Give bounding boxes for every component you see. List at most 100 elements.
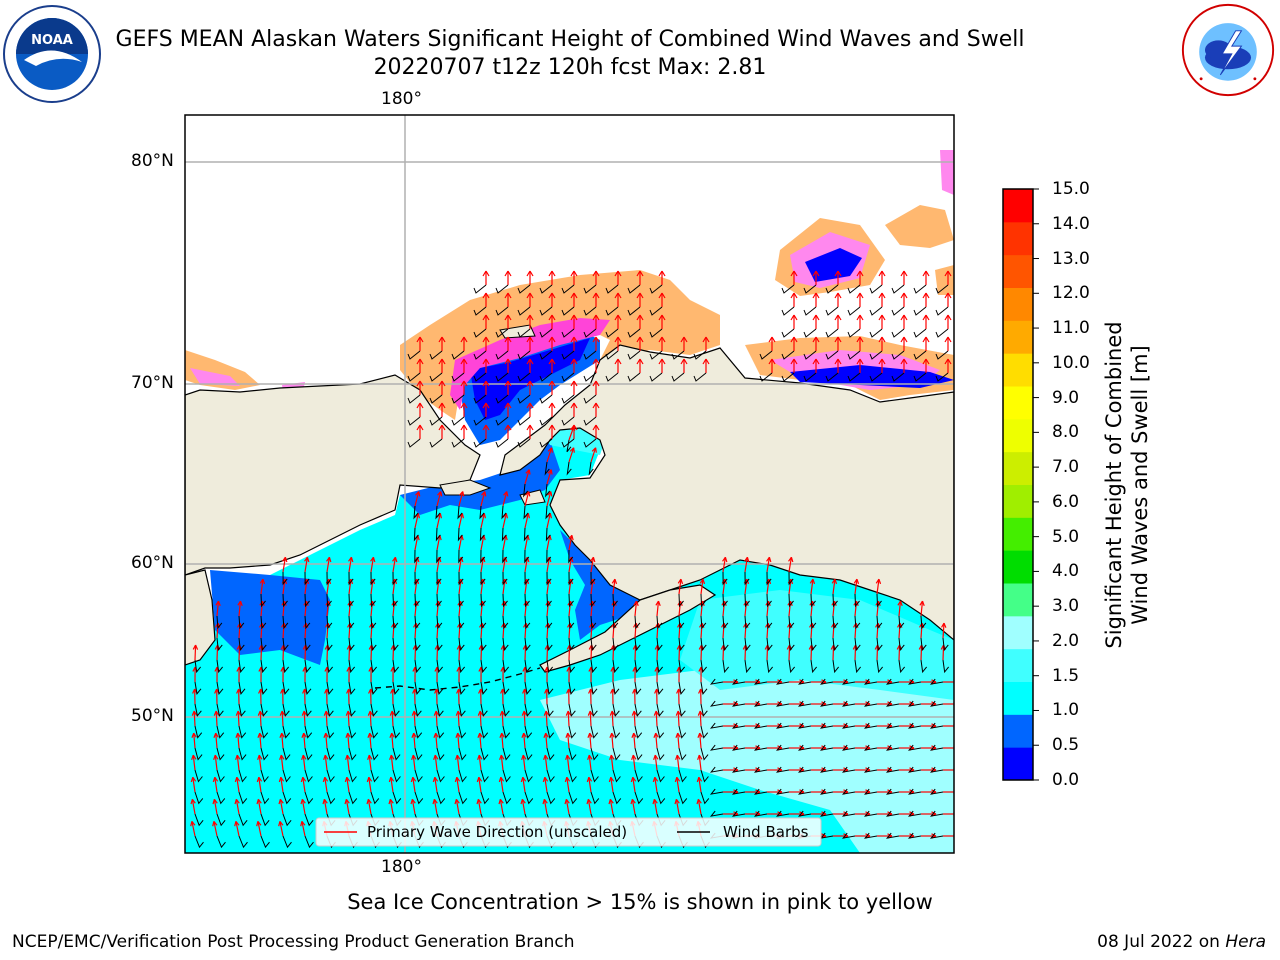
wave-arrow bbox=[856, 292, 864, 307]
wind-barb bbox=[458, 791, 468, 805]
wind-barb bbox=[847, 284, 861, 294]
wave-arrow bbox=[570, 424, 578, 439]
wave-arrow bbox=[699, 578, 706, 595]
wave-arrow bbox=[697, 710, 704, 727]
wind-barb bbox=[524, 571, 530, 586]
wind-barb bbox=[546, 725, 555, 739]
wind-barb bbox=[194, 747, 203, 761]
sea-ice-ne-edge bbox=[935, 265, 954, 295]
wind-barb bbox=[495, 438, 509, 448]
wave-arrow bbox=[652, 798, 658, 815]
wind-barb bbox=[282, 747, 291, 761]
wind-barb bbox=[392, 791, 402, 805]
wave-arrow bbox=[834, 358, 842, 373]
wave-arrow bbox=[278, 798, 284, 815]
wind-barb bbox=[561, 372, 575, 382]
wind-barb bbox=[524, 549, 530, 564]
wind-barb bbox=[326, 637, 333, 652]
wind-barb bbox=[435, 527, 441, 542]
wind-barb bbox=[568, 747, 577, 761]
wind-barb bbox=[605, 328, 619, 338]
wind-barb bbox=[700, 703, 708, 717]
wind-barb bbox=[546, 615, 553, 630]
wind-barb bbox=[775, 788, 790, 795]
wind-barb bbox=[304, 571, 310, 586]
wind-barb bbox=[545, 505, 551, 520]
wind-barb bbox=[568, 571, 574, 586]
wind-barb bbox=[819, 788, 834, 795]
wind-barb bbox=[788, 615, 795, 630]
wind-barb bbox=[803, 350, 817, 360]
wind-barb bbox=[451, 350, 465, 360]
wind-barb bbox=[935, 284, 949, 294]
wind-barb bbox=[863, 700, 878, 707]
wind-barb bbox=[907, 700, 922, 707]
wind-barb bbox=[304, 835, 314, 849]
wave-arrow bbox=[636, 314, 644, 329]
wind-barb bbox=[863, 832, 878, 839]
wave-arrow bbox=[568, 447, 575, 463]
wind-barb bbox=[429, 394, 443, 404]
wave-arrow bbox=[256, 820, 262, 837]
wave-arrow bbox=[543, 710, 550, 727]
wind-barb bbox=[480, 703, 488, 717]
wind-barb bbox=[473, 372, 487, 382]
colorbar-swatch bbox=[1003, 254, 1033, 288]
wind-barb bbox=[885, 810, 900, 817]
wind-barb bbox=[326, 681, 334, 696]
wind-barb bbox=[656, 659, 664, 674]
wind-barb bbox=[546, 571, 552, 586]
wave-arrow bbox=[416, 358, 424, 373]
wind-barb bbox=[568, 593, 574, 608]
wave-arrow bbox=[460, 424, 468, 439]
wave-arrow bbox=[944, 336, 952, 351]
wave-arrow bbox=[438, 380, 446, 395]
wind-barb bbox=[907, 722, 922, 729]
wind-barb bbox=[501, 527, 507, 542]
wave-arrow bbox=[570, 270, 578, 285]
wave-arrow bbox=[834, 270, 842, 285]
wave-arrow bbox=[856, 270, 864, 285]
wind-barb bbox=[797, 788, 812, 795]
wind-barb bbox=[238, 703, 246, 717]
wave-arrow bbox=[234, 798, 240, 815]
wind-barb bbox=[495, 350, 509, 360]
wind-barb bbox=[495, 306, 509, 316]
wind-barb bbox=[282, 835, 292, 849]
wave-arrow bbox=[367, 754, 373, 771]
wind-barb bbox=[348, 681, 356, 696]
colorbar-tick-label: 13.0 bbox=[1052, 248, 1090, 269]
wind-barb bbox=[539, 394, 553, 404]
wind-barb bbox=[517, 416, 531, 426]
wind-barb bbox=[458, 549, 464, 564]
wind-barb bbox=[216, 659, 224, 674]
wind-barb bbox=[929, 678, 944, 685]
wave-arrow bbox=[548, 314, 556, 329]
lon-label-top: 180° bbox=[381, 89, 422, 109]
wave-arrow bbox=[878, 292, 886, 307]
wind-barb bbox=[678, 769, 687, 783]
wave-arrow bbox=[300, 798, 306, 815]
wave-arrow bbox=[257, 732, 263, 749]
wind-barb bbox=[693, 350, 707, 360]
wind-barb bbox=[863, 722, 878, 729]
wind-barb bbox=[480, 637, 487, 652]
wind-barb bbox=[436, 791, 446, 805]
wind-barb bbox=[326, 571, 332, 586]
wave-arrow bbox=[235, 710, 242, 727]
wind-barb bbox=[788, 593, 794, 608]
wind-barb bbox=[282, 659, 290, 674]
wind-barb bbox=[942, 659, 950, 674]
wave-arrow bbox=[526, 358, 534, 373]
wind-barb bbox=[304, 615, 311, 630]
wind-barb bbox=[304, 681, 312, 696]
wind-barb bbox=[869, 306, 883, 316]
wind-barb bbox=[781, 350, 795, 360]
title-line-1: GEFS MEAN Alaskan Waters Significant Hei… bbox=[115, 27, 1025, 52]
wind-barb bbox=[885, 832, 900, 839]
wind-barb bbox=[370, 791, 380, 805]
wind-barb bbox=[435, 505, 441, 520]
wind-barb bbox=[605, 284, 619, 294]
wave-arrow bbox=[570, 336, 578, 351]
wind-barb bbox=[819, 700, 834, 707]
